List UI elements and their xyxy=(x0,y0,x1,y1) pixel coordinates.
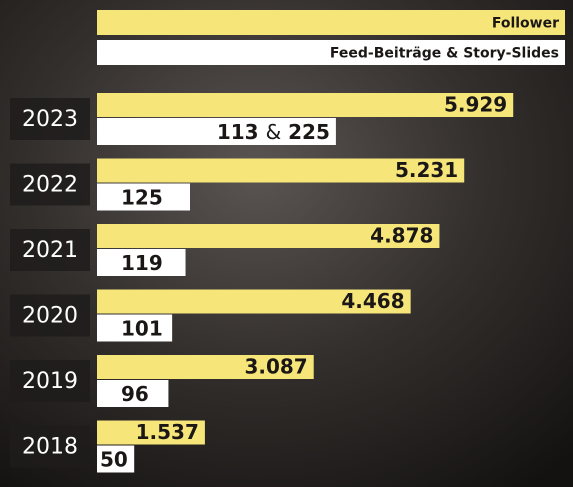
value-label: 96 xyxy=(121,382,149,406)
value-text: 101 xyxy=(121,316,163,340)
value-label: 4.878 xyxy=(370,224,433,248)
category-label: 2020 xyxy=(22,304,78,329)
category-label: 2019 xyxy=(22,369,78,394)
value-label: 50 xyxy=(100,447,128,471)
value-label: 1.537 xyxy=(136,420,199,444)
value-text: 119 xyxy=(121,251,163,275)
value-label: 101 xyxy=(121,316,163,340)
value-text: 125 xyxy=(121,185,163,209)
legend-label: Feed-Beiträge & Story-Slides xyxy=(330,46,559,62)
chart: Follower Feed-Beiträge & Story-Slides 202… xyxy=(0,0,573,487)
value-label: 119 xyxy=(121,251,163,275)
value-text: & xyxy=(266,120,282,144)
value-text: 225 xyxy=(288,120,330,144)
category-label: 2023 xyxy=(22,107,78,132)
value-text: 113 xyxy=(217,120,259,144)
value-label: 5.929 xyxy=(444,93,507,117)
value-text: 50 xyxy=(100,447,128,471)
category-label: 2022 xyxy=(22,173,78,198)
legend-label: Follower xyxy=(492,16,559,32)
value-label: 5.231 xyxy=(395,158,458,182)
value-text: 96 xyxy=(121,382,149,406)
category-label: 2021 xyxy=(22,238,78,263)
value-label: 125 xyxy=(121,185,163,209)
value-label: 113 & 225 xyxy=(217,120,330,144)
value-label: 3.087 xyxy=(244,355,307,379)
category-label: 2018 xyxy=(22,435,78,460)
value-label: 4.468 xyxy=(341,289,404,313)
